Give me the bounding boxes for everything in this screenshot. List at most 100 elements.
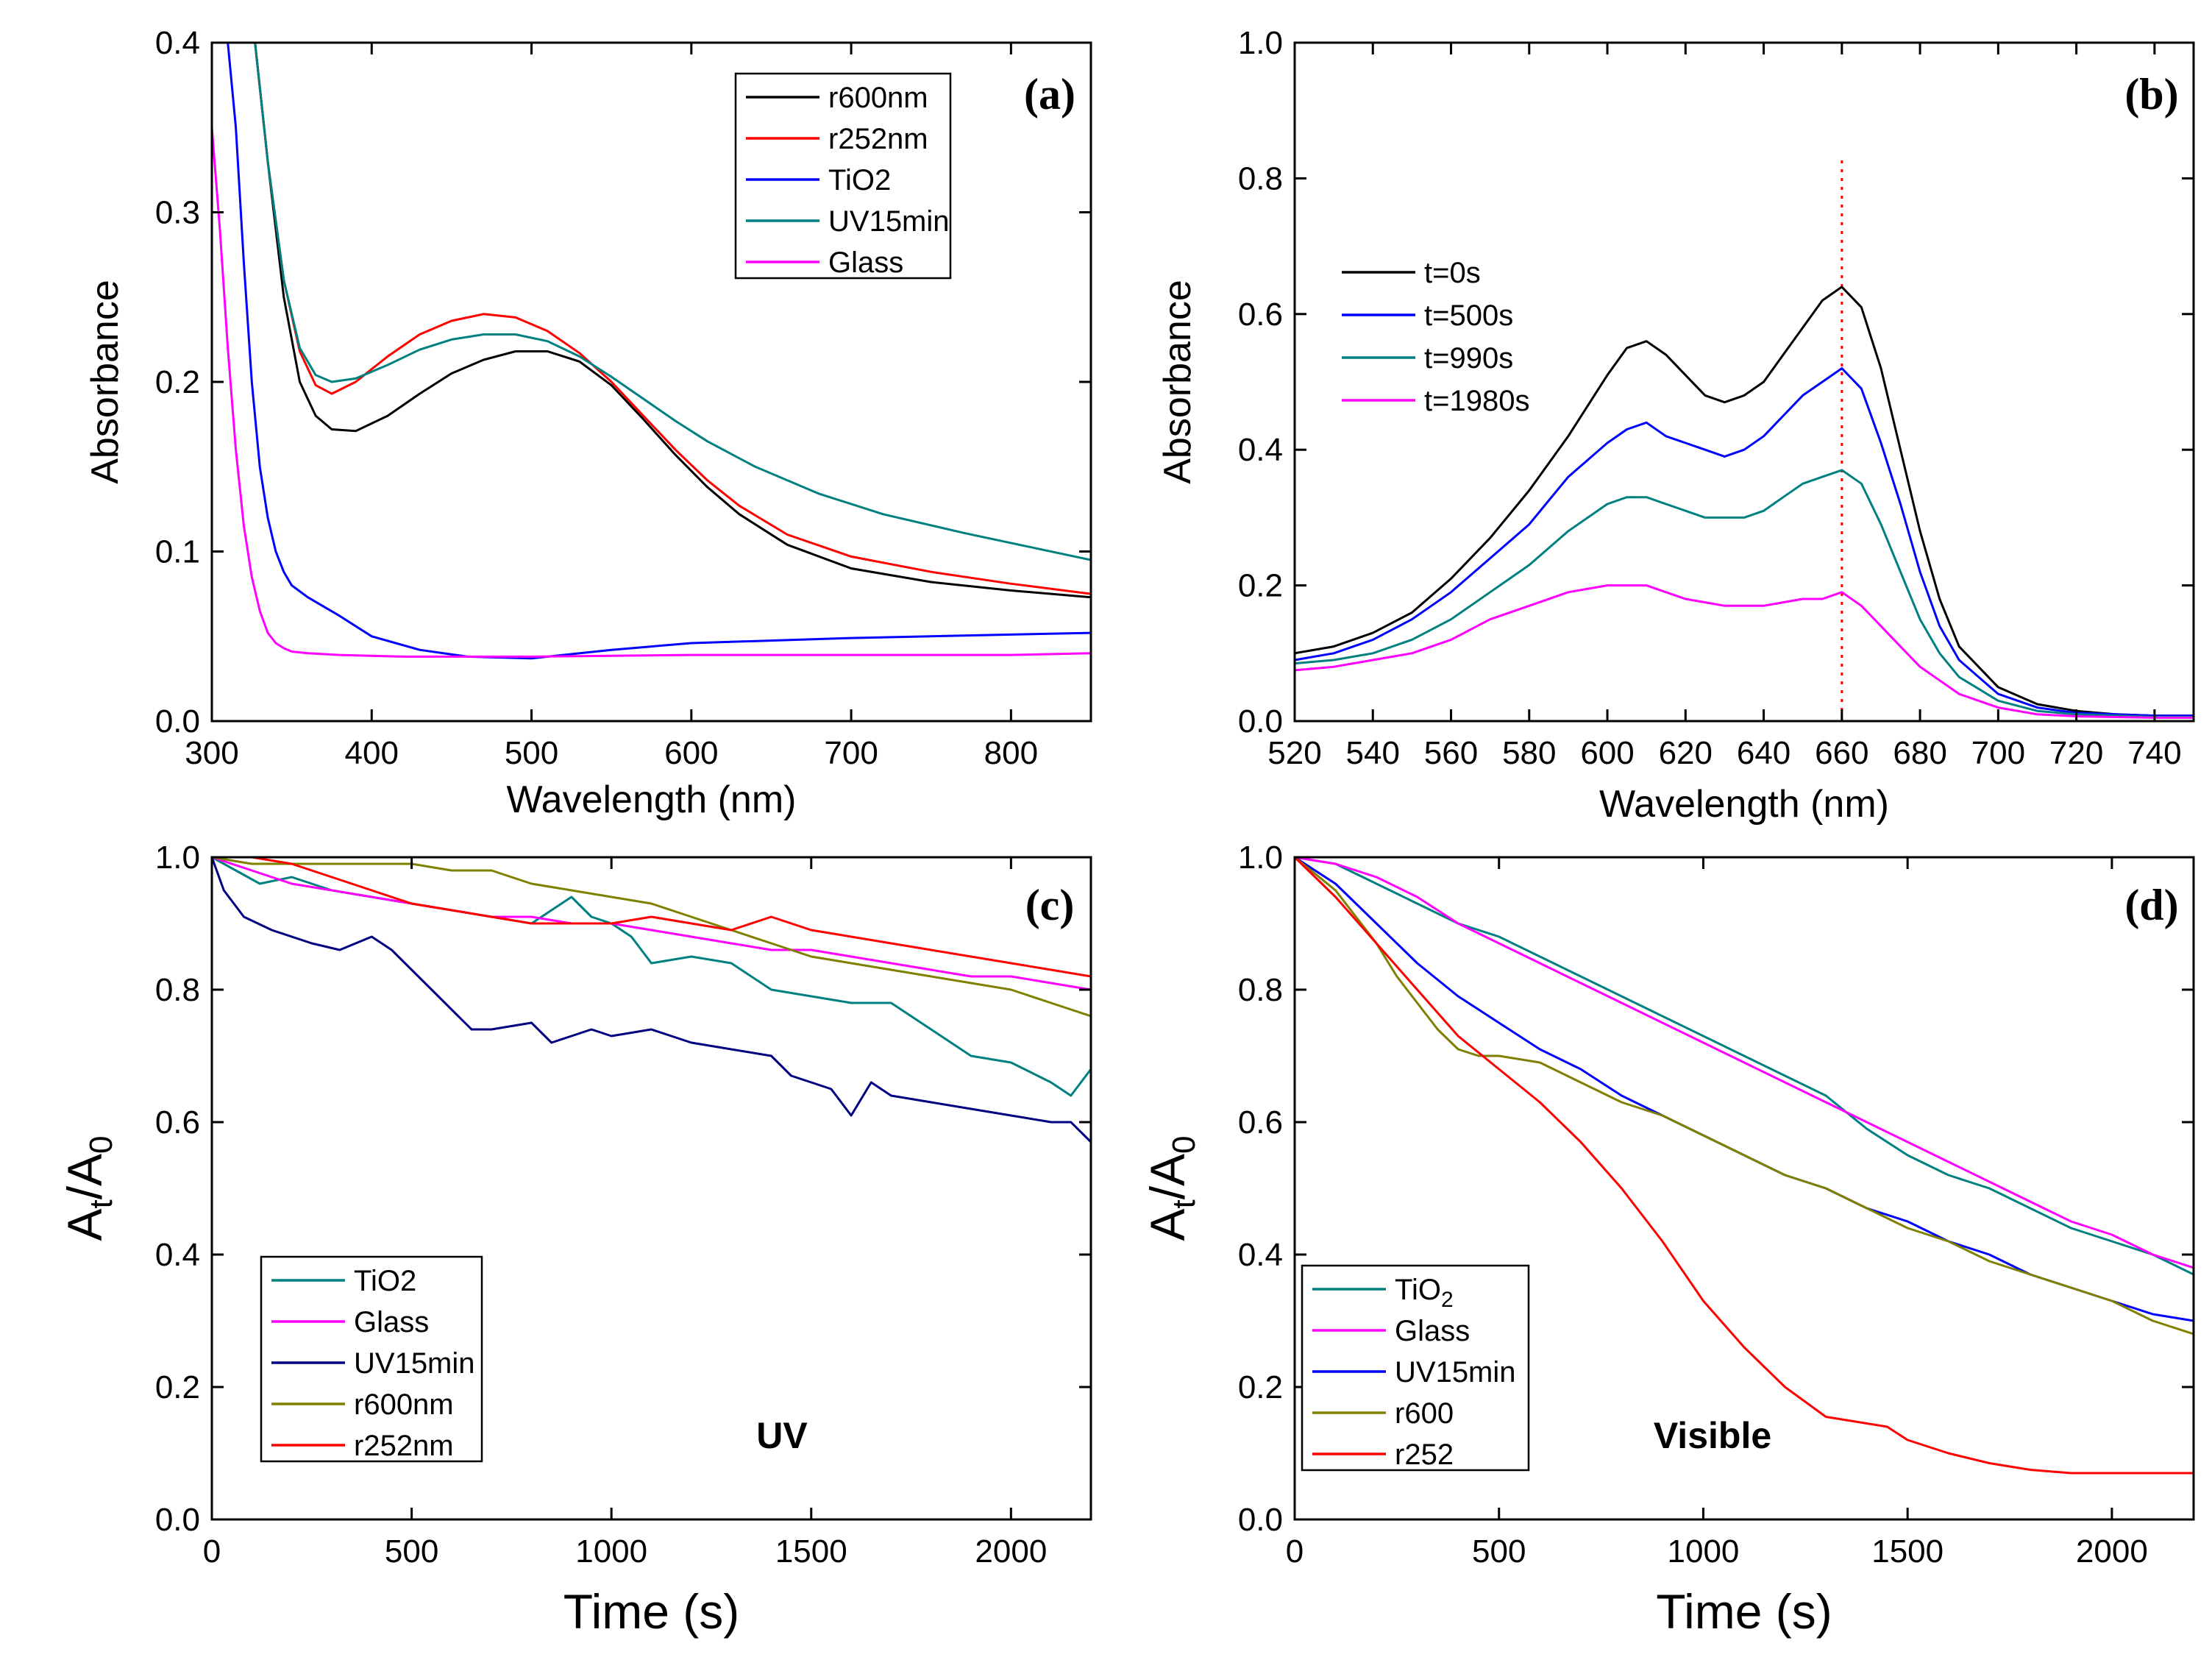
y-tick-label: 0.2 bbox=[155, 364, 200, 400]
legend-label: r600nm bbox=[828, 82, 928, 114]
legend-label-sub: 2 bbox=[1441, 1288, 1454, 1312]
series-group bbox=[212, 43, 1091, 660]
x-tick-label: 500 bbox=[385, 1533, 438, 1569]
legend-label-main: r252 bbox=[1395, 1439, 1454, 1471]
legend-label: t=0s bbox=[1424, 257, 1481, 289]
x-tick-label: 680 bbox=[1893, 735, 1946, 771]
panel-label: (a) bbox=[1024, 70, 1075, 118]
x-tick-label: 1500 bbox=[1871, 1533, 1943, 1569]
x-tick-label: 2000 bbox=[975, 1533, 1047, 1569]
series-line-UV15min bbox=[212, 857, 1091, 1143]
legend-label: r252nm bbox=[354, 1430, 454, 1462]
legend-label: r600nm bbox=[354, 1388, 454, 1421]
series-group bbox=[1295, 285, 2194, 719]
series-line-TiO2 bbox=[227, 43, 1091, 660]
x-tick-label: 0 bbox=[1286, 1533, 1304, 1569]
series-line-Glass bbox=[212, 857, 1091, 991]
panel-label: (d) bbox=[2124, 881, 2178, 929]
y-tick-label: 1.0 bbox=[1238, 840, 1283, 876]
plot-frame bbox=[1293, 41, 2195, 723]
x-axis-title: Wavelength (nm) bbox=[1599, 783, 1889, 826]
y-tick-label: 0.2 bbox=[1238, 568, 1283, 604]
series-line-r600nm bbox=[254, 43, 1091, 599]
legend-label: Glass bbox=[828, 246, 903, 279]
y-axis-title-main: A bbox=[1140, 1209, 1195, 1241]
y-tick-label: 0.3 bbox=[155, 195, 200, 231]
x-axis-title: Time (s) bbox=[563, 1584, 740, 1639]
legend-label: Glass bbox=[354, 1306, 429, 1338]
y-tick-label: 0.6 bbox=[1238, 1104, 1283, 1141]
y-axis-title: At/A0 bbox=[1140, 1135, 1202, 1241]
legend-label-main: UV15min bbox=[1395, 1356, 1516, 1388]
y-tick-label: 0.0 bbox=[1238, 1502, 1283, 1538]
series-line-UV15min bbox=[1295, 857, 2194, 1322]
series-line-r252nm bbox=[254, 43, 1091, 595]
y-axis-title: At/A0 bbox=[57, 1135, 119, 1241]
y-tick-label: 0.4 bbox=[1238, 432, 1283, 468]
x-tick-label: 400 bbox=[345, 735, 399, 771]
legend-label: TiO2 bbox=[354, 1265, 416, 1297]
y-tick-label: 0.6 bbox=[155, 1104, 200, 1141]
x-tick-label: 640 bbox=[1737, 735, 1790, 771]
annotation-label: Visible bbox=[1654, 1415, 1771, 1456]
y-axis-title-mid: /A bbox=[57, 1154, 112, 1199]
legend-box bbox=[1301, 1264, 1530, 1472]
y-tick-label: 0.0 bbox=[155, 1502, 200, 1538]
y-axis-title-mid: /A bbox=[1140, 1154, 1195, 1199]
y-tick-label: 0.4 bbox=[155, 25, 200, 61]
x-tick-label: 740 bbox=[2127, 735, 2181, 771]
x-tick-label: 560 bbox=[1424, 735, 1478, 771]
series-line-t=990s bbox=[1295, 469, 2194, 718]
series-group bbox=[1295, 857, 2194, 1475]
x-tick-label: 2000 bbox=[2076, 1533, 2148, 1569]
x-axis-title: Time (s) bbox=[1656, 1584, 1832, 1639]
annotation-label: UV bbox=[756, 1415, 808, 1456]
series-line-TiO2 bbox=[1295, 857, 2194, 1276]
legend-label: r252nm bbox=[828, 123, 928, 155]
y-axis-title-sub1: t bbox=[83, 1199, 119, 1208]
legend-label: t=500s bbox=[1424, 299, 1513, 332]
legend-label: UV15min bbox=[828, 205, 950, 238]
y-tick-label: 0.2 bbox=[155, 1369, 200, 1405]
x-tick-label: 0 bbox=[203, 1533, 221, 1569]
y-tick-label: 0.8 bbox=[1238, 972, 1283, 1008]
panel-d: 0 500 1000 1500 2000 0.0 0.2 0.4 0.6 0.8 1.0 Time (… bbox=[1140, 840, 2195, 1639]
legend-label: t=990s bbox=[1424, 342, 1513, 375]
y-tick-label: 0.6 bbox=[1238, 297, 1283, 333]
panel-label: (b) bbox=[2124, 70, 2178, 118]
x-tick-label: 1000 bbox=[1668, 1533, 1740, 1569]
legend: TiO2 Glass UV15min r600nm r252nm bbox=[260, 1255, 483, 1463]
x-tick-label: 660 bbox=[1815, 735, 1868, 771]
legend-label-main: r600 bbox=[1395, 1397, 1454, 1430]
series-line-UV15min bbox=[254, 43, 1091, 561]
series-group bbox=[212, 857, 1091, 1143]
plot-frame bbox=[210, 856, 1092, 1521]
plot-frame bbox=[1293, 856, 2195, 1521]
y-tick-label: 0.4 bbox=[1238, 1237, 1283, 1273]
series-line-r252nm bbox=[212, 857, 1091, 978]
x-tick-label: 300 bbox=[185, 735, 238, 771]
legend: t=0s t=500s t=990s t=1980s bbox=[1342, 257, 1529, 417]
legend-label-main: TiO bbox=[1395, 1274, 1441, 1306]
x-tick-label: 500 bbox=[1472, 1533, 1526, 1569]
legend-label-main: Glass bbox=[1395, 1315, 1470, 1347]
y-tick-label: 0.0 bbox=[155, 703, 200, 739]
y-tick-label: 1.0 bbox=[1238, 25, 1283, 61]
legend-label: TiO2 bbox=[1395, 1274, 1454, 1312]
series-line-t=500s bbox=[1295, 367, 2194, 717]
y-tick-label: 0.8 bbox=[155, 972, 200, 1008]
y-tick-label: 0.1 bbox=[155, 534, 200, 570]
x-tick-label: 500 bbox=[505, 735, 558, 771]
y-axis-title-sub2: 0 bbox=[1166, 1135, 1202, 1153]
legend-box bbox=[734, 72, 952, 280]
legend: r600nm r252nm TiO2 UV15min Glass bbox=[734, 72, 952, 280]
y-tick-label: 0.2 bbox=[1238, 1369, 1283, 1405]
series-line-r252 bbox=[1295, 857, 2194, 1475]
legend-label: TiO2 bbox=[828, 164, 891, 196]
legend-label: Glass bbox=[1395, 1315, 1470, 1347]
x-tick-label: 700 bbox=[824, 735, 878, 771]
series-line-r600 bbox=[1295, 857, 2194, 1336]
